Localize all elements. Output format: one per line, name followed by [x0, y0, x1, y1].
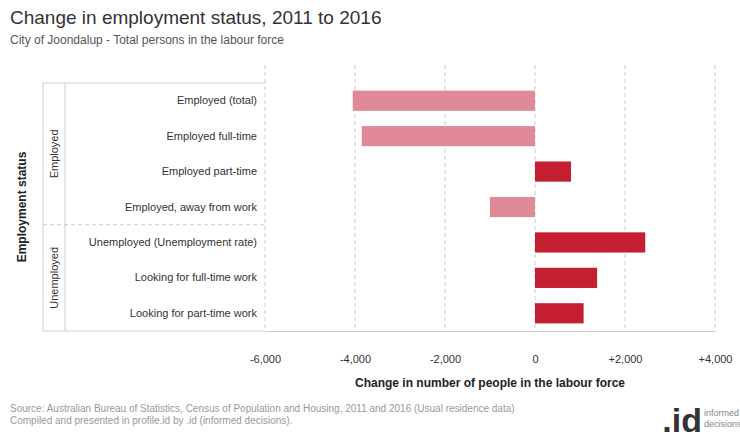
bar	[535, 303, 584, 323]
bars	[353, 91, 646, 324]
y-tick: Employed part-time	[162, 165, 265, 177]
group-frame	[43, 83, 265, 331]
x-tick-label: -4,000	[340, 353, 371, 365]
y-tick: Employed (total)	[177, 94, 265, 106]
grid-line	[625, 65, 626, 331]
x-tick: +4,000	[699, 331, 733, 365]
bar	[353, 91, 535, 111]
x-axis: -6,000 -4,000 -2,000 0 +2,000 +4,000	[250, 331, 733, 365]
category-label: Employed (total)	[177, 94, 257, 106]
x-tick-label: +2,000	[609, 353, 643, 365]
chart: Change in employment status, 2011 to 201…	[0, 0, 740, 440]
bar	[490, 197, 535, 217]
logo-mark: .id	[662, 401, 702, 439]
x-tick-label: -2,000	[430, 353, 461, 365]
bar	[535, 161, 571, 181]
y-tick: Employed, away from work	[125, 201, 265, 213]
frame-line	[43, 83, 265, 84]
x-tick: -2,000	[430, 331, 461, 365]
x-tick-label: -6,000	[250, 353, 281, 365]
grid-line	[715, 65, 716, 331]
x-tick: 0	[532, 331, 538, 365]
x-axis-title: Change in number of people in the labour…	[355, 376, 625, 390]
group-label: Unemployed	[48, 247, 60, 309]
title: Change in employment status, 2011 to 201…	[10, 7, 381, 28]
y-tick: Looking for full-time work	[135, 271, 265, 283]
y-tick: Looking for part-time work	[130, 307, 265, 319]
subtitle: City of Joondalup - Total persons in the…	[10, 33, 284, 47]
bar	[535, 268, 597, 288]
logo-text: informed	[704, 408, 739, 418]
grid	[265, 65, 715, 331]
category-label: Employed full-time	[167, 130, 257, 142]
category-label: Looking for full-time work	[135, 271, 258, 283]
category-label: Unemployed (Unemployment rate)	[89, 236, 257, 248]
logo-text: decisions	[704, 419, 740, 429]
source-note: Source: Australian Bureau of Statistics,…	[10, 403, 515, 414]
category-label: Looking for part-time work	[130, 307, 258, 319]
group-label: Employed	[48, 129, 60, 178]
category-label: Employed part-time	[162, 165, 257, 177]
y-tick: Employed full-time	[167, 130, 265, 142]
y-axis: Employed (total) Employed full-time Employ…	[89, 94, 265, 319]
bar	[362, 126, 535, 146]
frame-line	[43, 83, 44, 331]
source-note: Compiled and presented in profile.id by …	[10, 415, 292, 426]
bar	[535, 232, 645, 252]
frame-line	[65, 83, 66, 331]
x-tick: +2,000	[609, 331, 643, 365]
frame-line	[43, 224, 265, 225]
y-axis-title: Employment status	[15, 151, 29, 262]
frame-line	[43, 331, 265, 332]
x-axis-line	[266, 331, 716, 332]
x-tick-label: 0	[532, 353, 538, 365]
y-tick: Unemployed (Unemployment rate)	[89, 236, 265, 248]
x-tick-label: +4,000	[699, 353, 733, 365]
grid-line	[265, 65, 266, 331]
category-label: Employed, away from work	[125, 201, 258, 213]
x-tick: -4,000	[340, 331, 371, 365]
x-tick: -6,000	[250, 331, 281, 365]
